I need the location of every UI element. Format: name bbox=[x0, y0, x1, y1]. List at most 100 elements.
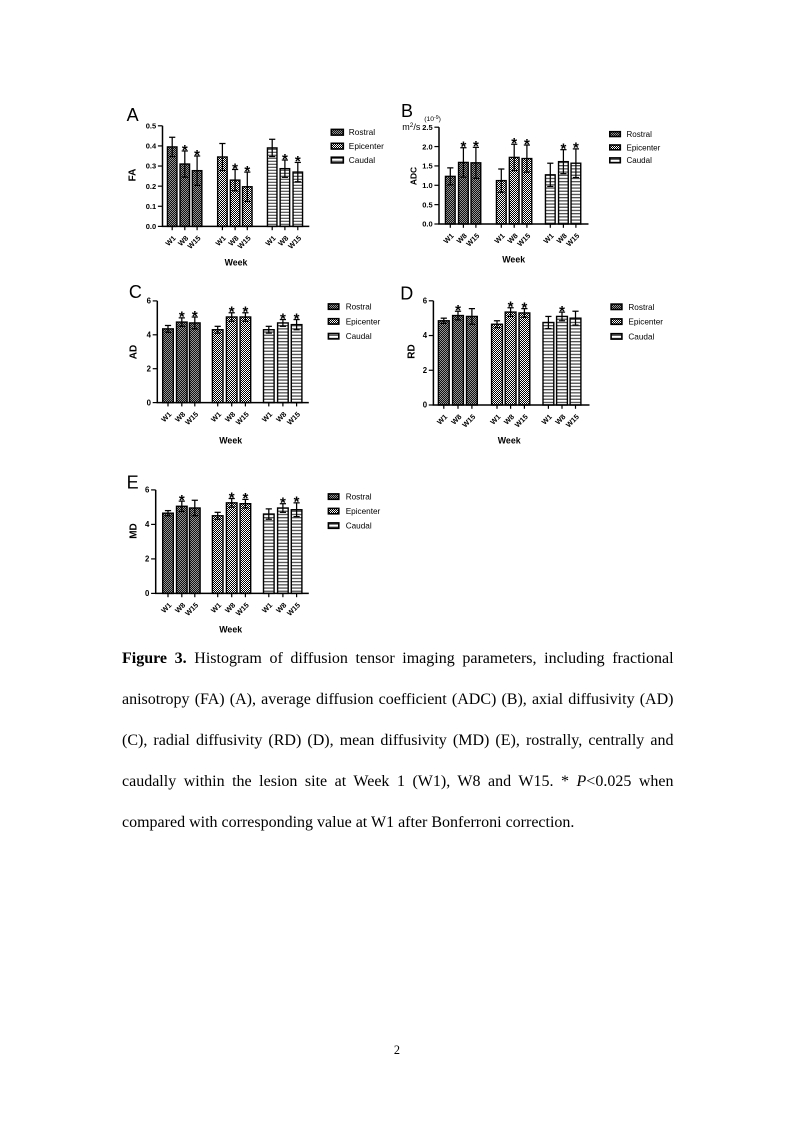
svg-text:W1: W1 bbox=[264, 234, 278, 248]
svg-text:Caudal: Caudal bbox=[349, 155, 375, 165]
svg-text:W1: W1 bbox=[209, 601, 223, 615]
svg-text:Epicenter: Epicenter bbox=[627, 143, 661, 152]
svg-text:Epicenter: Epicenter bbox=[349, 141, 384, 151]
svg-text:W15: W15 bbox=[285, 410, 302, 427]
svg-text:*: * bbox=[179, 492, 185, 509]
svg-text:2: 2 bbox=[423, 366, 428, 375]
svg-text:4: 4 bbox=[145, 520, 150, 529]
svg-text:*: * bbox=[460, 139, 466, 156]
svg-text:*: * bbox=[294, 494, 300, 511]
svg-text:W1: W1 bbox=[260, 601, 274, 615]
svg-text:Week: Week bbox=[498, 436, 521, 446]
svg-text:FA: FA bbox=[127, 169, 138, 182]
svg-text:*: * bbox=[179, 309, 185, 326]
svg-text:*: * bbox=[473, 138, 479, 155]
svg-text:0.0: 0.0 bbox=[146, 222, 156, 231]
svg-text:*: * bbox=[294, 310, 300, 327]
svg-text:2: 2 bbox=[147, 364, 152, 373]
svg-text:A: A bbox=[127, 105, 139, 125]
svg-text:(10-9): (10-9) bbox=[424, 115, 441, 123]
svg-text:6: 6 bbox=[145, 486, 150, 495]
svg-text:W15: W15 bbox=[183, 601, 200, 618]
svg-text:*: * bbox=[280, 495, 286, 512]
svg-text:W15: W15 bbox=[234, 410, 251, 427]
svg-text:W1: W1 bbox=[159, 410, 173, 424]
svg-text:Rostral: Rostral bbox=[628, 303, 654, 312]
svg-text:ADC: ADC bbox=[409, 167, 419, 185]
svg-text:0: 0 bbox=[423, 401, 428, 410]
svg-text:Caudal: Caudal bbox=[627, 156, 653, 165]
svg-text:W15: W15 bbox=[186, 234, 203, 251]
svg-text:W1: W1 bbox=[542, 231, 556, 245]
svg-text:W15: W15 bbox=[464, 231, 481, 248]
svg-text:*: * bbox=[280, 310, 286, 327]
svg-text:*: * bbox=[194, 147, 200, 164]
svg-text:m2/s: m2/s bbox=[402, 122, 421, 132]
svg-text:Week: Week bbox=[225, 258, 248, 268]
svg-text:4: 4 bbox=[147, 331, 152, 340]
svg-text:C: C bbox=[129, 282, 142, 302]
svg-text:*: * bbox=[295, 153, 301, 170]
svg-text:1.5: 1.5 bbox=[422, 162, 432, 171]
svg-text:6: 6 bbox=[423, 297, 428, 306]
svg-text:MD: MD bbox=[128, 523, 139, 539]
svg-text:W15: W15 bbox=[460, 412, 477, 429]
svg-text:W15: W15 bbox=[234, 601, 251, 618]
svg-text:*: * bbox=[573, 140, 579, 157]
svg-text:6: 6 bbox=[147, 297, 152, 306]
svg-text:Epicenter: Epicenter bbox=[346, 317, 381, 326]
svg-text:W1: W1 bbox=[442, 231, 456, 245]
svg-text:W15: W15 bbox=[183, 410, 200, 427]
svg-text:D: D bbox=[400, 284, 413, 304]
svg-text:Week: Week bbox=[219, 436, 242, 446]
svg-text:*: * bbox=[282, 151, 288, 168]
svg-text:*: * bbox=[192, 308, 198, 325]
svg-text:*: * bbox=[511, 135, 517, 152]
svg-text:W1: W1 bbox=[488, 412, 502, 426]
svg-text:W15: W15 bbox=[564, 231, 581, 248]
svg-text:*: * bbox=[524, 136, 530, 153]
svg-text:AD: AD bbox=[128, 345, 139, 359]
svg-text:W1: W1 bbox=[209, 410, 223, 424]
svg-text:Rostral: Rostral bbox=[349, 127, 375, 137]
svg-text:4: 4 bbox=[423, 331, 428, 340]
svg-text:0: 0 bbox=[147, 398, 152, 407]
svg-text:*: * bbox=[242, 490, 248, 507]
svg-text:Week: Week bbox=[219, 625, 242, 635]
svg-text:W15: W15 bbox=[236, 234, 253, 251]
svg-text:Rostral: Rostral bbox=[627, 130, 653, 139]
svg-text:Epicenter: Epicenter bbox=[628, 318, 663, 327]
svg-text:*: * bbox=[559, 303, 565, 320]
svg-text:0.5: 0.5 bbox=[146, 122, 156, 131]
svg-text:*: * bbox=[455, 302, 461, 319]
svg-text:B: B bbox=[401, 101, 413, 121]
svg-text:W1: W1 bbox=[540, 412, 554, 426]
svg-text:*: * bbox=[229, 304, 235, 321]
svg-text:0.2: 0.2 bbox=[146, 182, 156, 191]
svg-text:0.0: 0.0 bbox=[422, 220, 432, 229]
svg-text:W15: W15 bbox=[515, 231, 532, 248]
svg-text:W15: W15 bbox=[286, 234, 303, 251]
svg-text:*: * bbox=[521, 299, 527, 316]
svg-text:*: * bbox=[560, 141, 566, 158]
svg-text:*: * bbox=[508, 299, 514, 316]
svg-text:Caudal: Caudal bbox=[628, 332, 654, 341]
svg-text:W1: W1 bbox=[214, 234, 228, 248]
svg-text:Epicenter: Epicenter bbox=[346, 507, 381, 516]
svg-text:Caudal: Caudal bbox=[346, 332, 372, 341]
svg-text:2: 2 bbox=[145, 555, 150, 564]
svg-text:0: 0 bbox=[145, 589, 150, 598]
svg-text:*: * bbox=[242, 304, 248, 321]
svg-text:*: * bbox=[244, 163, 250, 180]
svg-text:E: E bbox=[127, 473, 139, 493]
svg-text:W1: W1 bbox=[435, 412, 449, 426]
svg-text:W15: W15 bbox=[513, 412, 530, 429]
svg-text:W1: W1 bbox=[260, 410, 274, 424]
svg-text:W1: W1 bbox=[493, 231, 507, 245]
svg-text:2.5: 2.5 bbox=[422, 123, 432, 132]
svg-text:0.3: 0.3 bbox=[146, 162, 156, 171]
svg-text:W1: W1 bbox=[159, 601, 173, 615]
svg-text:0.4: 0.4 bbox=[146, 142, 157, 151]
svg-text:1.0: 1.0 bbox=[422, 181, 432, 190]
svg-text:0.5: 0.5 bbox=[422, 200, 432, 209]
